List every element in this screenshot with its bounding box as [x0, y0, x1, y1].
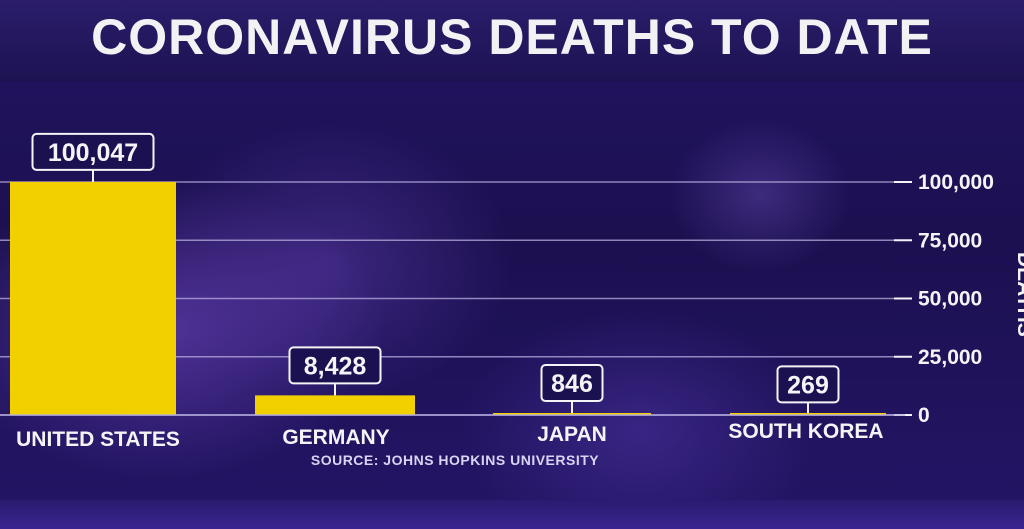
chart-title: CORONAVIRUS DEATHS TO DATE — [91, 9, 933, 65]
category-label: JAPAN — [537, 423, 607, 446]
y-tick-label: 50,000 — [918, 288, 982, 311]
y-tick-label: 100,000 — [918, 171, 994, 194]
bar — [493, 413, 651, 415]
bar — [255, 395, 415, 415]
category-label: SOUTH KOREA — [728, 420, 883, 443]
y-tick-label: 0 — [918, 404, 930, 427]
value-label: 8,428 — [304, 352, 367, 380]
value-callout-box — [776, 365, 840, 404]
bottom-band — [0, 500, 1024, 529]
value-callout-box — [540, 364, 604, 403]
y-tick-label: 75,000 — [918, 229, 982, 252]
value-label: 269 — [787, 371, 829, 399]
category-label: UNITED STATES — [16, 428, 180, 451]
value-callout-box — [288, 346, 382, 385]
bar — [730, 413, 886, 415]
value-label: 100,047 — [48, 139, 138, 167]
title-band — [0, 0, 1024, 82]
source-note: SOURCE: JOHNS HOPKINS UNIVERSITY — [311, 452, 599, 468]
y-axis-title: DEATHS — [1013, 252, 1024, 337]
value-callout-box — [31, 132, 155, 171]
category-label: GERMANY — [282, 426, 389, 449]
y-tick-label: 25,000 — [918, 346, 982, 369]
value-label: 846 — [551, 370, 593, 398]
bar — [10, 181, 176, 415]
